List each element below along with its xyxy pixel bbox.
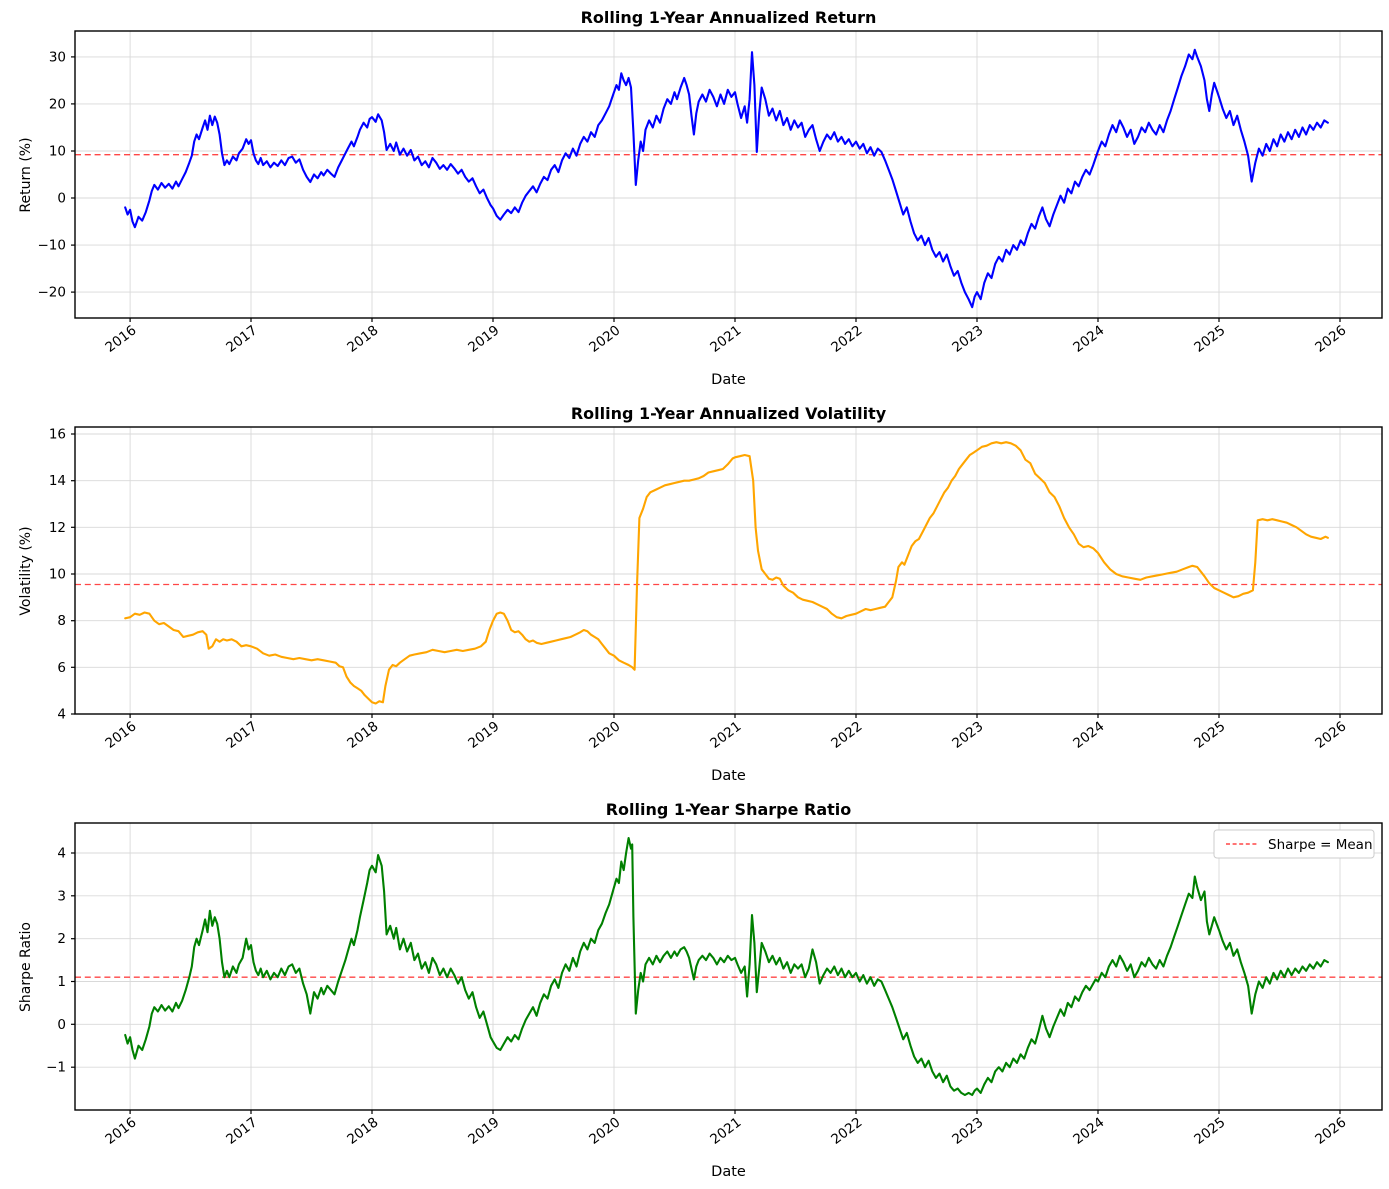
y-tick-label: 0 <box>57 191 66 207</box>
x-tick-label: 2018 <box>344 322 381 355</box>
x-axis: 2016 2017 2018 2019 2020 2021 2022 2023 2024 2025… <box>102 714 1349 752</box>
x-tick-label: 2020 <box>586 322 623 355</box>
y-tick-label: 3 <box>57 888 66 904</box>
x-tick-label: 2022 <box>828 718 865 751</box>
legend-label: Sharpe = Mean <box>1268 837 1373 853</box>
x-tick-label: 2016 <box>102 718 139 751</box>
y-tick-label: 16 <box>49 427 66 443</box>
volatility-chart: 2016 2017 2018 2019 2020 2021 2022 2023 2024 2025… <box>0 396 1389 792</box>
x-tick-label: 2024 <box>1070 322 1107 355</box>
x-tick-label: 2020 <box>586 718 623 751</box>
x-axis-label: Date <box>711 372 746 388</box>
x-axis-label: Date <box>711 1164 746 1180</box>
y-tick-label: 20 <box>49 96 66 112</box>
x-axis-label: Date <box>711 768 746 784</box>
axes-frame <box>74 426 1383 715</box>
y-axis: −20 −10 0 10 20 30 <box>38 49 75 301</box>
x-tick-label: 2017 <box>223 1114 260 1147</box>
x-tick-label: 2023 <box>949 1114 986 1147</box>
x-tick-label: 2025 <box>1191 718 1228 751</box>
x-tick-label: 2021 <box>707 1114 744 1147</box>
sharpe-chart: 2016 2017 2018 2019 2020 2021 2022 2023 2024 2025… <box>0 792 1389 1188</box>
x-tick-label: 2022 <box>828 1114 865 1147</box>
sharpe-y-axis-label: Sharpe Ratio <box>18 922 34 1012</box>
y-tick-label: 2 <box>57 931 66 947</box>
volatility-y-axis-label: Volatility (%) <box>18 526 34 616</box>
y-tick-label: 10 <box>49 567 66 583</box>
y-axis: 4 6 8 10 12 14 16 <box>49 427 75 723</box>
y-tick-label: 4 <box>57 846 66 862</box>
x-tick-label: 2018 <box>344 1114 381 1147</box>
y-tick-label: 14 <box>49 473 66 489</box>
sharpe-chart-title: Rolling 1-Year Sharpe Ratio <box>605 800 852 819</box>
x-tick-label: 2019 <box>465 1114 502 1147</box>
x-tick-label: 2025 <box>1191 322 1228 355</box>
return-y-axis-label: Return (%) <box>18 137 34 213</box>
x-axis: 2016 2017 2018 2019 2020 2021 2022 2023 2024 2025… <box>102 318 1349 356</box>
x-tick-label: 2016 <box>102 1114 139 1147</box>
x-tick-label: 2026 <box>1312 718 1349 751</box>
x-tick-label: 2016 <box>102 322 139 355</box>
x-tick-label: 2022 <box>828 322 865 355</box>
x-tick-label: 2023 <box>949 322 986 355</box>
x-tick-label: 2024 <box>1070 1114 1107 1147</box>
x-tick-label: 2018 <box>344 718 381 751</box>
y-tick-label: −1 <box>46 1060 66 1076</box>
y-tick-label: 8 <box>57 613 66 629</box>
legend-box <box>1213 829 1375 859</box>
x-tick-label: 2023 <box>949 718 986 751</box>
x-tick-label: 2017 <box>223 322 260 355</box>
volatility-series-line <box>124 441 1329 705</box>
x-tick-label: 2019 <box>465 322 502 355</box>
return-chart-title: Rolling 1-Year Annualized Return <box>580 8 877 27</box>
volatility-chart-plot: 2016 2017 2018 2019 2020 2021 2022 2023 2024 2025… <box>49 426 1383 784</box>
x-tick-label: 2021 <box>707 322 744 355</box>
y-tick-label: 6 <box>57 660 66 676</box>
y-tick-label: 4 <box>57 707 66 723</box>
axes-frame <box>74 30 1383 319</box>
return-chart-plot: 2016 2017 2018 2019 2020 2021 2022 2023 2024 2025… <box>38 30 1383 388</box>
y-tick-label: 1 <box>57 974 66 990</box>
legend: Sharpe = Mean <box>1213 829 1375 859</box>
x-tick-label: 2021 <box>707 718 744 751</box>
x-tick-label: 2019 <box>465 718 502 751</box>
x-tick-label: 2026 <box>1312 322 1349 355</box>
y-tick-label: 30 <box>49 49 66 65</box>
return-chart: 2016 2017 2018 2019 2020 2021 2022 2023 2024 2025… <box>0 0 1389 396</box>
sharpe-series-line <box>124 836 1329 1097</box>
return-series-line <box>124 48 1329 309</box>
y-axis: −1 0 1 2 3 4 <box>46 846 75 1076</box>
y-tick-label: −20 <box>38 285 67 301</box>
x-tick-label: 2017 <box>223 718 260 751</box>
y-tick-label: −10 <box>38 238 67 254</box>
y-tick-label: 0 <box>57 1017 66 1033</box>
x-tick-label: 2025 <box>1191 1114 1228 1147</box>
grid <box>75 427 1382 715</box>
x-axis: 2016 2017 2018 2019 2020 2021 2022 2023 2024 2025… <box>102 1110 1349 1148</box>
axes-frame <box>74 822 1383 1111</box>
grid <box>75 31 1382 318</box>
y-tick-label: 12 <box>49 520 66 536</box>
grid <box>75 823 1382 1110</box>
x-tick-label: 2020 <box>586 1114 623 1147</box>
x-tick-label: 2024 <box>1070 718 1107 751</box>
x-tick-label: 2026 <box>1312 1114 1349 1147</box>
y-tick-label: 10 <box>49 144 66 160</box>
sharpe-chart-plot: 2016 2017 2018 2019 2020 2021 2022 2023 2024 2025… <box>46 822 1383 1180</box>
volatility-chart-title: Rolling 1-Year Annualized Volatility <box>570 404 887 423</box>
